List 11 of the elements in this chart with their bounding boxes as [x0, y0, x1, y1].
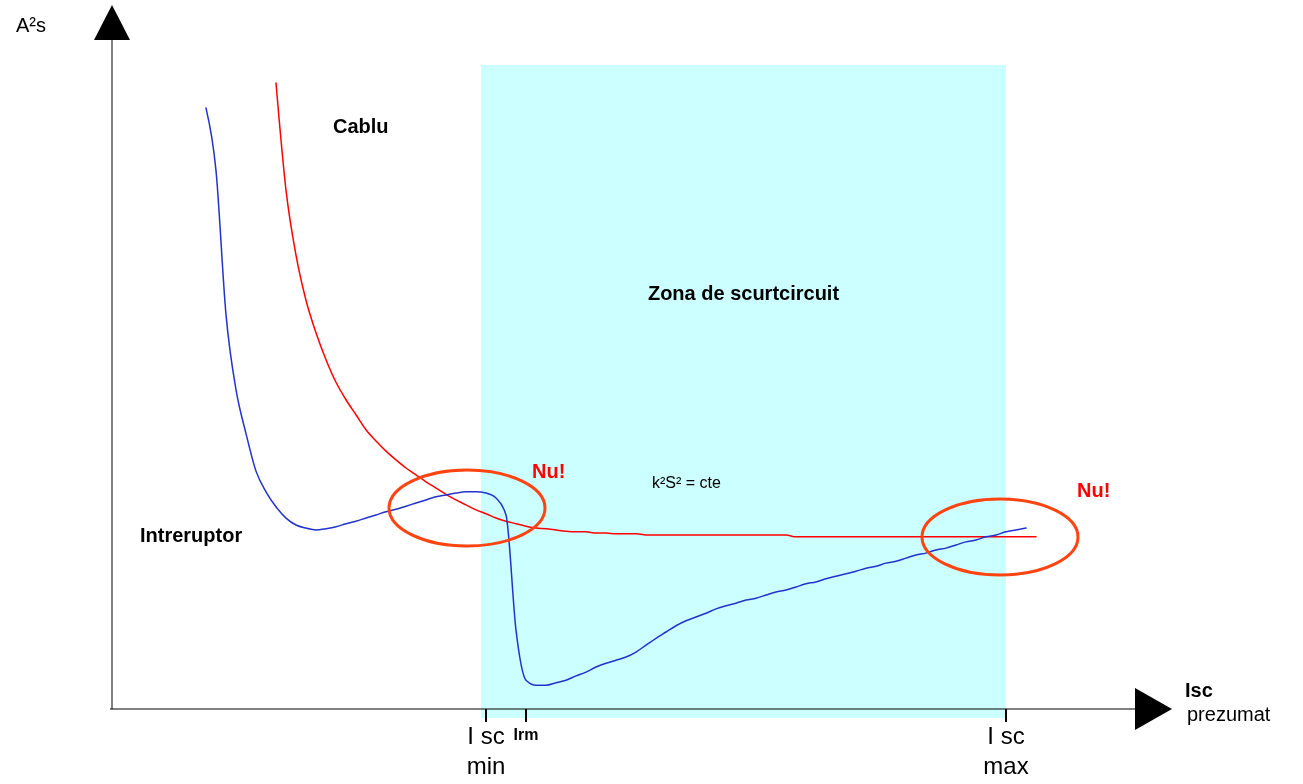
text: Cablu: [333, 115, 389, 137]
band-label: Zona de scurtcircuit: [647, 282, 840, 304]
series-label: Intreruptor: [140, 524, 243, 546]
x-tick-label: Irm: [513, 726, 539, 743]
text: A²s: [16, 14, 46, 36]
x-tick-label: I sc max: [983, 722, 1029, 779]
text: Nu!: [1077, 479, 1111, 501]
text: Isc prezumat: [1185, 679, 1271, 725]
x-tick-label: I sc min: [466, 722, 506, 779]
annotation: Nu!: [532, 460, 566, 482]
annotation: k²S² = cte: [652, 474, 722, 491]
